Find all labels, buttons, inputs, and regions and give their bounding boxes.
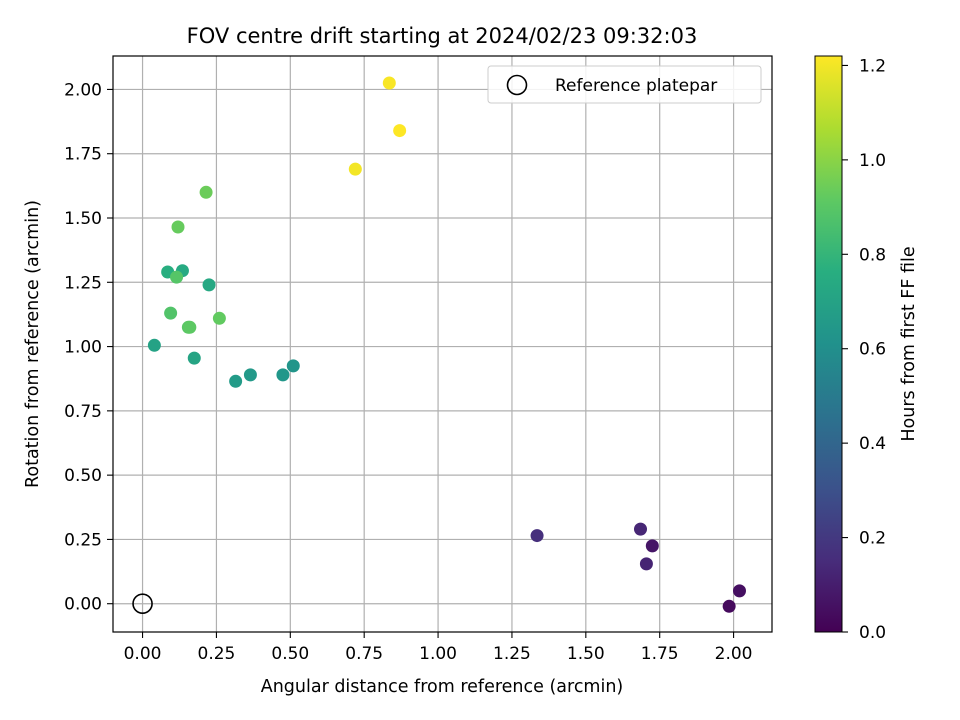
colorbar-ticks: 0.0 0.2 0.4 0.6 0.8 1.0 1.2 [842,56,886,643]
legend-entry-label: Reference platepar [555,76,717,96]
y-tick-label: 1.50 [64,209,102,229]
data-point [276,368,290,382]
data-point [171,220,185,234]
data-point [348,162,362,176]
data-point [732,584,746,598]
data-point [229,374,243,388]
x-axis-label: Angular distance from reference (arcmin) [261,677,624,697]
data-point [212,311,226,325]
data-point [170,270,184,284]
data-point [530,529,544,543]
legend: Reference platepar [487,65,762,104]
colorbar-tick-label: 0.0 [859,623,886,643]
data-point [199,185,213,199]
y-tick-label: 0.75 [64,402,102,422]
y-tick-label: 1.25 [64,273,102,293]
data-point [183,320,197,334]
y-tick-label: 0.00 [64,595,102,615]
x-tick-label: 0.25 [198,644,236,664]
colorbar-tick-label: 0.4 [859,434,886,454]
chart-title: FOV centre drift starting at 2024/02/23 … [187,24,698,48]
colorbar-gradient [814,55,843,633]
data-point [633,522,647,536]
y-tick-label: 0.25 [64,530,102,550]
data-point [164,306,178,320]
legend-box [487,65,762,104]
reference-platepar-marker [132,593,153,615]
data-points [132,76,746,615]
x-tick-label: 1.50 [567,644,605,664]
colorbar-tick-label: 1.0 [859,151,886,171]
data-point [187,351,201,365]
x-tick-label: 2.00 [715,644,753,664]
x-tick-label: 0.75 [345,644,383,664]
colorbar-tick-label: 0.8 [859,245,886,265]
data-point [243,368,257,382]
legend-reference-marker [506,74,528,96]
data-point [147,338,161,352]
colorbar-tick-label: 1.2 [859,56,886,76]
y-axis-label: Rotation from reference (arcmin) [23,200,43,488]
x-tick-label: 1.25 [493,644,531,664]
y-axis-ticks: 0.00 0.25 0.50 0.75 1.00 1.25 1.50 1.75 2.00 [64,80,113,615]
data-point [645,539,659,553]
data-point [722,599,736,613]
data-point [202,278,216,292]
x-tick-label: 0.00 [124,644,162,664]
grid-lines [113,56,772,632]
data-point [393,124,407,138]
colorbar-tick-label: 0.2 [859,529,886,549]
colorbar-tick-label: 0.6 [859,340,886,360]
data-point [382,76,396,90]
colorbar: 0.0 0.2 0.4 0.6 0.8 1.0 1.2 Hours from first F… [814,55,919,643]
data-point [639,557,653,571]
plot-frame [112,55,773,633]
y-tick-label: 0.50 [64,466,102,486]
y-tick-label: 2.00 [64,80,102,100]
data-point [286,359,300,373]
y-tick-label: 1.00 [64,338,102,358]
x-axis-ticks: 0.00 0.25 0.50 0.75 1.00 1.25 1.50 1.75 2.00 [124,632,753,664]
colorbar-label: Hours from first FF file [899,246,919,441]
x-tick-label: 1.75 [641,644,679,664]
x-tick-label: 1.00 [419,644,457,664]
y-tick-label: 1.75 [64,145,102,165]
x-tick-label: 0.50 [271,644,309,664]
